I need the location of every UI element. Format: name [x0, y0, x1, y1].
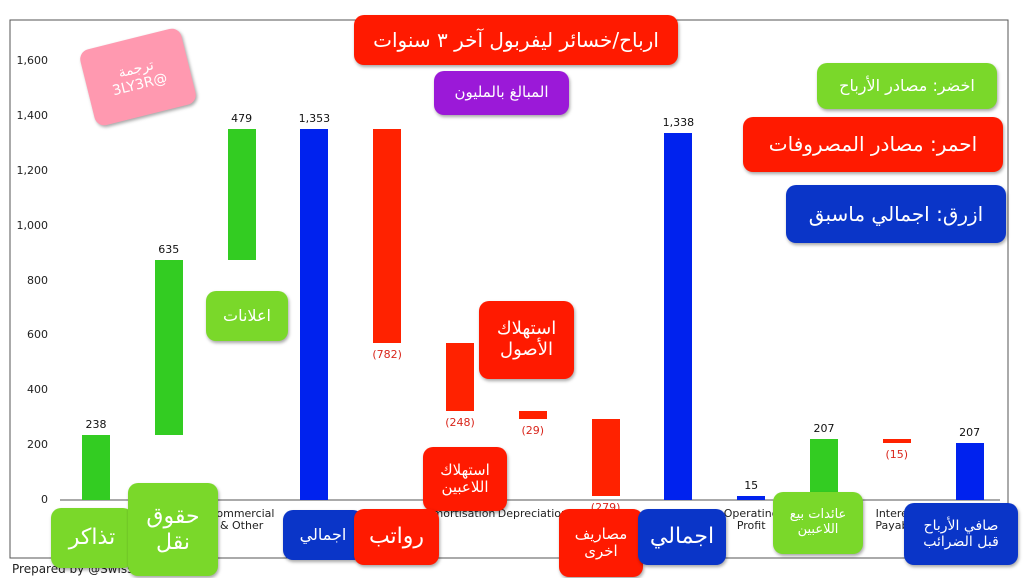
bar-value-label: (248) — [445, 416, 475, 430]
x-tick-label: Depreciation — [497, 507, 568, 520]
bar-expense — [373, 128, 402, 344]
bar-total — [737, 495, 766, 500]
pretax-sticker: صافي الأرباح قبل الضرائب — [904, 503, 1018, 565]
legend-green: اخضر: مصادر الأرباح — [817, 63, 997, 109]
bar-revenue — [810, 439, 838, 496]
y-tick-label: 1,400 — [16, 108, 49, 122]
title-sticker: ارباح/خسائر ليفربول آخر ٣ سنوات — [354, 15, 678, 65]
bar-value-label: (29) — [521, 424, 545, 438]
bar-value-label: (15) — [885, 448, 909, 462]
ads-sticker: اعلانات — [206, 291, 288, 341]
bar-revenue — [154, 260, 183, 435]
x-tick-label: Commercial & Other — [208, 507, 275, 532]
y-tick-label: 600 — [27, 328, 48, 342]
bar-revenue — [227, 129, 256, 261]
bar-expense — [518, 411, 547, 420]
bar-value-label: 635 — [158, 243, 180, 257]
legend-red: احمر: مصادر المصروفات — [743, 117, 1003, 172]
bar-total — [300, 128, 329, 500]
units-sticker: المبالغ بالمليون — [434, 71, 569, 115]
bar-value-label: 238 — [85, 417, 107, 431]
y-tick-label: 800 — [27, 273, 48, 287]
wages-sticker: رواتب — [354, 509, 439, 565]
bar-expense — [591, 419, 620, 496]
bar-value-label: 15 — [744, 478, 759, 492]
bar-value-label: 479 — [231, 112, 253, 126]
total2-sticker: اجمالي — [638, 509, 726, 565]
bar-revenue — [82, 434, 110, 500]
legend-blue: ازرق: اجمالي ماسبق — [786, 185, 1006, 243]
other-exp-sticker: مصاريف اخرى — [559, 509, 643, 577]
broadcast-sticker: حقوق نقل — [128, 483, 218, 576]
bar-value-label: 207 — [813, 422, 835, 436]
bar-total — [955, 443, 984, 500]
y-tick-label: 1,000 — [16, 218, 49, 232]
bar-value-label: 207 — [959, 426, 981, 440]
bar-total — [664, 132, 693, 500]
bar-value-label: 1,338 — [662, 115, 695, 129]
bar-value-label: 1,353 — [298, 111, 331, 125]
y-tick-label: 1,600 — [16, 54, 49, 67]
x-tick-label: Operating Profit — [723, 507, 779, 532]
bar-value-label: (782) — [372, 348, 402, 362]
player-amort-sticker: استهلاك اللاعبين — [423, 447, 507, 511]
bar-expense — [446, 343, 474, 412]
y-tick-label: 1,200 — [16, 163, 49, 177]
y-tick-label: 0 — [41, 493, 48, 506]
asset-amort-sticker: استهلاك الأصول — [479, 301, 574, 379]
total1-sticker: اجمالي — [283, 510, 363, 560]
bar-expense — [882, 439, 911, 444]
tickets-sticker: تذاكر — [51, 508, 133, 568]
y-tick-label: 400 — [27, 383, 48, 397]
player-sales-sticker: عائدات بيع اللاعبين — [773, 492, 863, 554]
y-tick-label: 200 — [27, 438, 48, 452]
